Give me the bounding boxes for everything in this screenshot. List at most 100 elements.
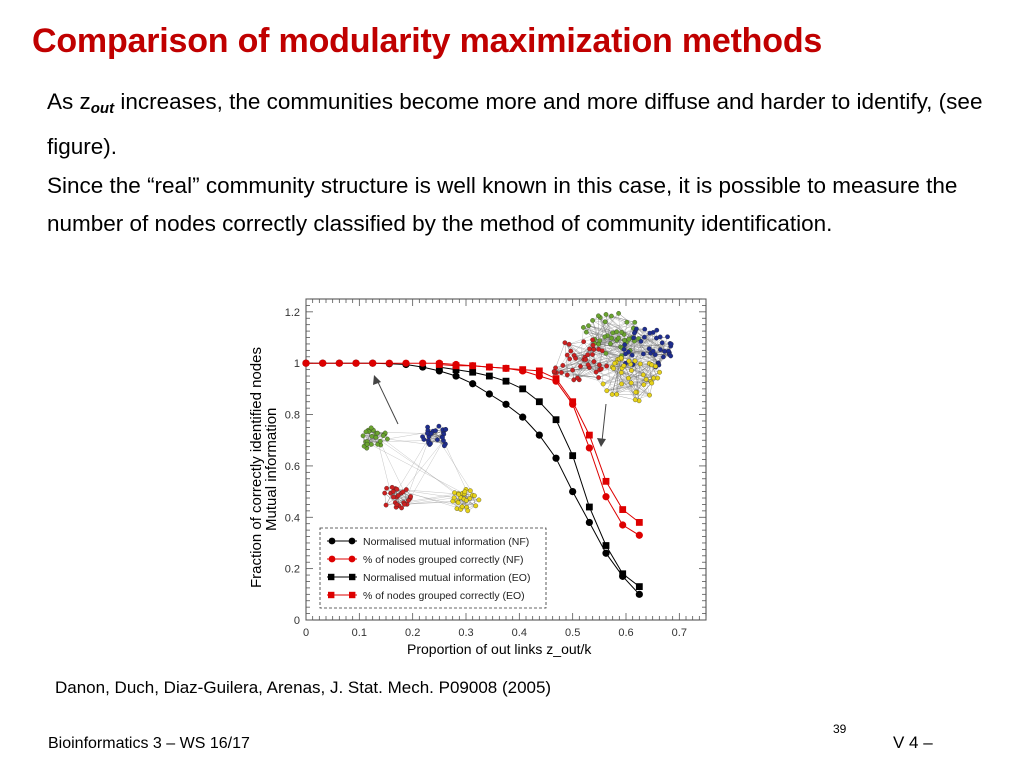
pointer-arrow-high (601, 403, 607, 442)
x-tick-label: 0.5 (565, 627, 580, 639)
legend-marker (328, 537, 336, 545)
legend-entry: % of nodes grouped correctly (NF) (363, 554, 523, 566)
data-point (635, 531, 643, 539)
zout-subscript: out (90, 100, 115, 117)
data-point (469, 362, 477, 370)
legend-marker (328, 573, 335, 581)
data-point (635, 590, 643, 598)
x-axis-label: Proportion of out links z_out/k (407, 641, 592, 657)
paragraph-zout-pre: As z (47, 89, 91, 114)
legend-marker (348, 537, 356, 545)
data-point (535, 367, 543, 375)
data-point (519, 385, 527, 393)
data-point (352, 359, 360, 367)
data-point (485, 390, 493, 398)
x-tick-label: 0.6 (618, 627, 633, 639)
data-point (569, 398, 577, 406)
legend-marker (349, 591, 356, 599)
data-point (552, 454, 560, 462)
data-point (452, 366, 460, 374)
y-tick-label: 1 (294, 358, 300, 370)
page-number: 39 (833, 722, 847, 736)
chart-axes: 0 0.1 0.2 0.3 0.4 0.5 0.6 0.7 0 0.2 0.4 0.6 0.8 1 1.2 (285, 298, 707, 639)
data-point (619, 521, 627, 529)
footer-course: Bioinformatics 3 – WS 16/17 (48, 735, 250, 752)
data-point (585, 503, 593, 511)
data-point (502, 400, 510, 408)
legend-entry: Normalised mutual information (EO) (363, 572, 530, 584)
data-point (619, 570, 627, 578)
legend-entry: % of nodes grouped correctly (EO) (363, 590, 525, 602)
data-point (602, 549, 610, 557)
legend-box (319, 527, 547, 609)
data-point (535, 431, 543, 439)
y-tick-label: 0 (294, 615, 300, 627)
community-graph-high-zout (551, 311, 674, 404)
data-point (585, 518, 593, 527)
data-point (402, 359, 410, 367)
chart-axis-labels: Proportion of out links z_out/k Fraction… (248, 347, 592, 657)
x-tick-label: 0.3 (458, 627, 473, 639)
data-point (602, 542, 610, 549)
paragraph-zout-post: increases, the communities become more a… (47, 89, 983, 159)
data-point (469, 368, 477, 376)
x-tick-label: 0.1 (352, 627, 367, 639)
data-point (302, 359, 310, 367)
data-point (369, 359, 377, 367)
data-point (335, 359, 343, 367)
x-tick-label: 0 (303, 627, 309, 639)
modularity-chart: 0 0.1 0.2 0.3 0.4 0.5 0.6 0.700.20.40.60.811.2 … (248, 298, 707, 657)
paragraph-community-structure: Since the “real” community structure is … (47, 173, 958, 236)
y-tick-label: 0.8 (285, 410, 300, 422)
data-point (452, 362, 460, 370)
data-point (619, 506, 627, 513)
slide-title: Comparison of modularity maximization me… (32, 22, 823, 60)
pointer-arrowhead-high (597, 438, 606, 447)
x-tick-label: 0.7 (672, 627, 687, 639)
data-point (469, 380, 477, 388)
data-point (552, 375, 560, 383)
y-tick-label: 0.6 (285, 461, 300, 473)
x-tick-label: 0.2 (405, 627, 420, 639)
y-tick-label: 0.4 (285, 512, 300, 524)
data-point (519, 366, 527, 374)
data-point (569, 452, 577, 460)
series-4 (435, 361, 643, 526)
chart-series (302, 359, 643, 598)
legend-marker (349, 573, 356, 581)
data-point (535, 398, 543, 406)
chart-legend: Normalised mutual information (NF) % of n… (319, 527, 547, 609)
paragraph-zout: As zout increases, the communities becom… (47, 83, 997, 166)
y-axis-label-outer: Fraction of correctly identified nodes (248, 347, 265, 588)
citation: Danon, Duch, Diaz-Guilera, Arenas, J. St… (55, 678, 552, 697)
legend-entry: Normalised mutual information (NF) (363, 536, 529, 548)
pointer-arrow-low (376, 379, 399, 425)
data-point (502, 364, 510, 372)
y-axis-label-inner: Mutual information (263, 408, 280, 531)
y-tick-label: 0.2 (285, 564, 300, 576)
data-point (385, 359, 393, 367)
data-point (602, 493, 610, 501)
data-point (552, 416, 560, 424)
data-point (635, 583, 643, 591)
data-point (602, 477, 610, 485)
data-point (485, 363, 493, 371)
x-tick-label: 0.4 (512, 627, 527, 639)
y-tick-label: 1.2 (285, 307, 300, 319)
community-graph-low-zout (360, 423, 482, 514)
data-point (519, 413, 527, 421)
data-point (419, 359, 427, 367)
legend-marker (328, 591, 335, 599)
data-point (435, 361, 443, 368)
data-point (585, 444, 593, 452)
data-point (569, 488, 577, 496)
pointer-arrowhead-low (373, 375, 381, 385)
data-point (585, 431, 593, 439)
data-point (452, 372, 460, 380)
data-point (485, 372, 493, 380)
data-point (319, 359, 327, 367)
footer-lecture: V 4 – (893, 733, 933, 752)
legend-marker (348, 555, 356, 563)
data-point (502, 377, 510, 385)
legend-marker (328, 555, 336, 563)
